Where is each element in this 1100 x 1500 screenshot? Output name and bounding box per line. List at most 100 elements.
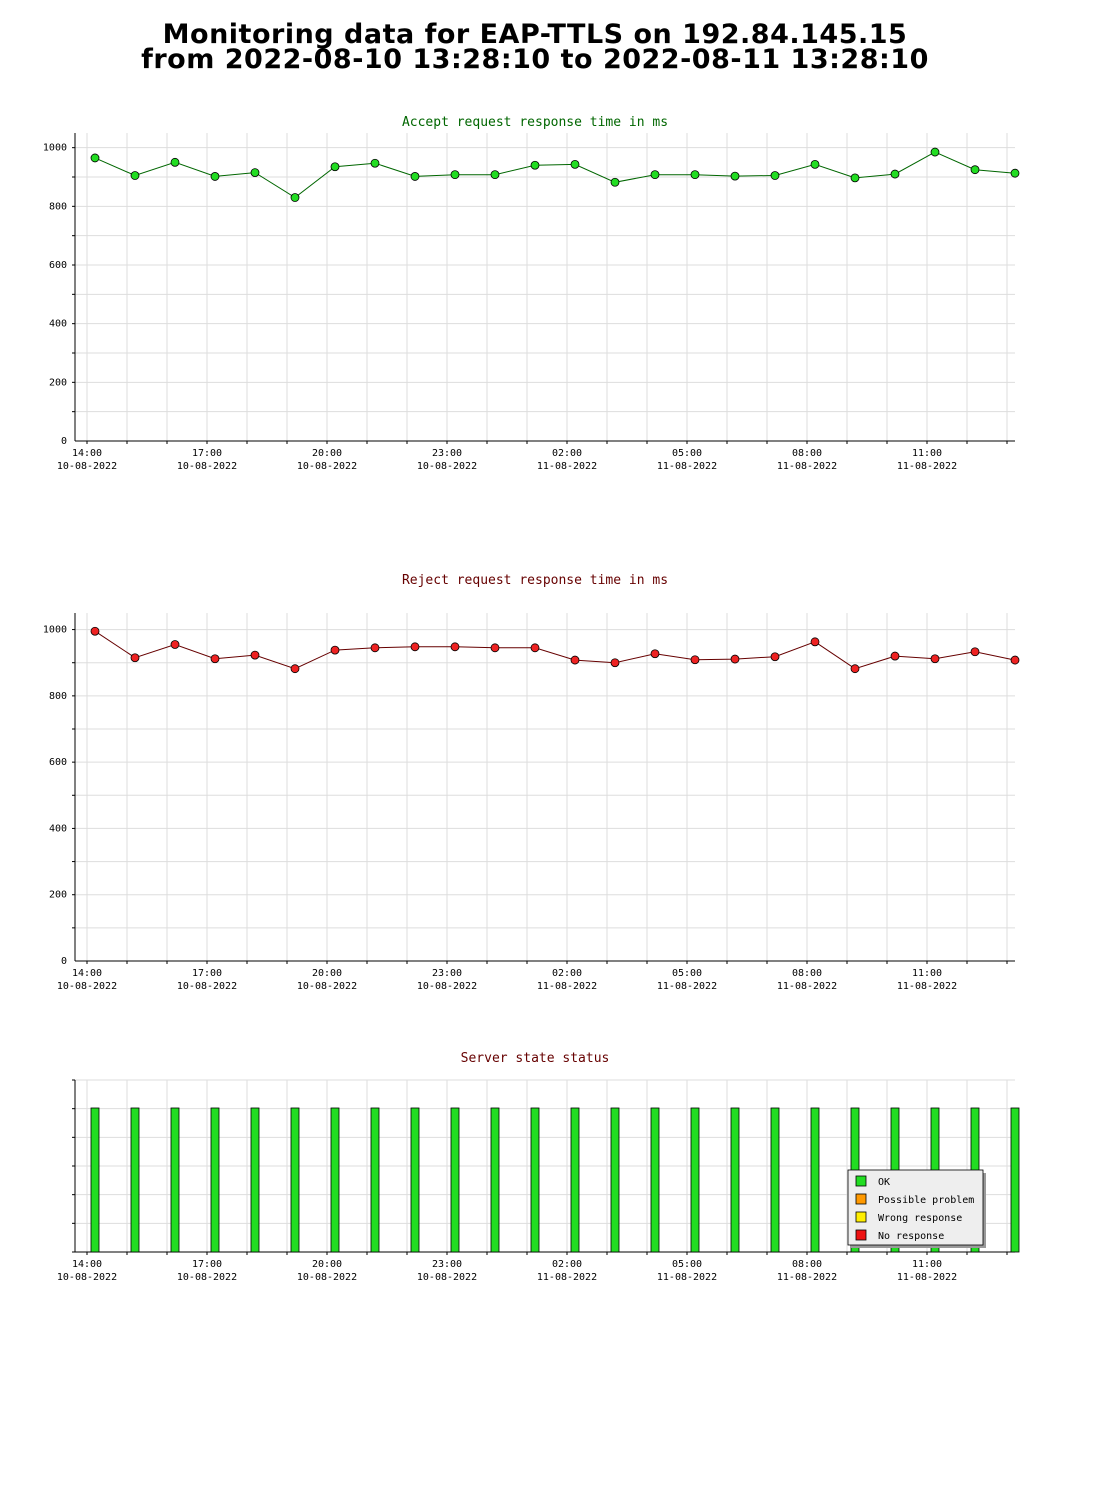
- chart-title: Reject request response time in ms: [402, 573, 668, 588]
- data-point: [610, 177, 620, 187]
- page-title: Monitoring data for EAP-TTLS on 192.84.1…: [0, 19, 1070, 75]
- legend-label: Wrong response: [878, 1213, 962, 1224]
- x-tick-label-date: 10-08-2022: [177, 981, 237, 992]
- status-bar: [610, 1107, 620, 1253]
- x-tick-label-time: 17:00: [192, 448, 222, 459]
- data-point: [410, 172, 420, 181]
- data-point: [370, 643, 380, 653]
- series-line: [94, 630, 1016, 670]
- status-bar: [210, 1107, 220, 1253]
- status-bar: [330, 1107, 340, 1253]
- data-point: [410, 642, 420, 652]
- status-bar: [690, 1107, 700, 1253]
- x-tick-label-date: 11-08-2022: [777, 981, 837, 992]
- y-tick-label: 1000: [43, 625, 67, 636]
- data-point: [490, 170, 500, 180]
- data-point: [690, 655, 700, 665]
- x-tick-label-time: 02:00: [552, 968, 582, 979]
- y-tick-label: 0: [61, 956, 67, 967]
- y-tick-label: 800: [49, 201, 67, 212]
- x-tick-label-time: 23:00: [432, 968, 462, 979]
- status-bar: [650, 1107, 660, 1253]
- x-tick-label-time: 11:00: [912, 448, 942, 459]
- data-point: [570, 655, 580, 665]
- y-tick-label: 400: [49, 823, 67, 834]
- x-tick-label-date: 11-08-2022: [777, 1272, 837, 1283]
- x-tick-label-time: 08:00: [792, 1259, 822, 1270]
- data-point: [90, 626, 100, 636]
- data-point: [250, 650, 260, 660]
- legend-label: No response: [878, 1231, 944, 1242]
- data-point: [330, 162, 340, 172]
- status-bar: [250, 1107, 260, 1253]
- x-tick-label-time: 14:00: [72, 1259, 102, 1270]
- legend-swatch: [855, 1175, 867, 1187]
- x-tick-label-date: 11-08-2022: [777, 461, 837, 472]
- status-bar: [1010, 1107, 1020, 1253]
- y-tick-label: 0: [61, 436, 67, 447]
- data-point: [970, 165, 980, 175]
- x-tick-label-date: 10-08-2022: [57, 1272, 117, 1283]
- x-tick-label-time: 08:00: [792, 968, 822, 979]
- data-point: [210, 654, 220, 664]
- legend-label: OK: [878, 1177, 890, 1188]
- status-bar: [730, 1107, 740, 1253]
- data-point: [810, 637, 820, 647]
- x-tick-label-date: 10-08-2022: [297, 461, 357, 472]
- x-tick-label-date: 10-08-2022: [417, 981, 477, 992]
- data-point: [450, 642, 460, 652]
- status-bar: [370, 1107, 380, 1253]
- x-tick-label-time: 14:00: [72, 968, 102, 979]
- title-line-2: from 2022-08-10 13:28:10 to 2022-08-11 1…: [141, 44, 929, 75]
- x-tick-label-time: 02:00: [552, 1259, 582, 1270]
- data-point: [130, 653, 140, 663]
- legend-box: [847, 1169, 984, 1246]
- data-point: [570, 159, 580, 169]
- x-tick-label-date: 10-08-2022: [297, 981, 357, 992]
- x-tick-label-date: 10-08-2022: [57, 981, 117, 992]
- status-bar: [90, 1107, 100, 1253]
- x-tick-label-time: 20:00: [312, 1259, 342, 1270]
- data-point: [930, 147, 940, 157]
- y-tick-label: 1000: [43, 143, 67, 154]
- data-point: [850, 173, 860, 183]
- x-tick-label-time: 20:00: [312, 968, 342, 979]
- x-tick-label-date: 11-08-2022: [657, 461, 717, 472]
- data-point: [530, 643, 540, 653]
- x-tick-label-date: 11-08-2022: [657, 981, 717, 992]
- x-tick-label-time: 02:00: [552, 448, 582, 459]
- x-tick-label-date: 10-08-2022: [417, 461, 477, 472]
- server-status-chart: Server state status 14:00 10-08-2022 17:00 1…: [57, 1051, 1020, 1283]
- x-tick-label-time: 23:00: [432, 1259, 462, 1270]
- x-tick-label-date: 10-08-2022: [297, 1272, 357, 1283]
- y-tick-label: 600: [49, 260, 67, 271]
- title-line-1: Monitoring data for EAP-TTLS on 192.84.1…: [162, 19, 908, 50]
- x-tick-label-date: 11-08-2022: [897, 1272, 957, 1283]
- x-tick-label-date: 11-08-2022: [897, 981, 957, 992]
- y-tick-label: 800: [49, 691, 67, 702]
- y-tick-label: 200: [49, 890, 67, 901]
- x-tick-label-time: 20:00: [312, 448, 342, 459]
- chart-title: Server state status: [461, 1051, 610, 1066]
- x-tick-label-date: 11-08-2022: [657, 1272, 717, 1283]
- x-tick-label-time: 17:00: [192, 968, 222, 979]
- legend-swatch: [855, 1211, 867, 1223]
- status-bar: [290, 1107, 300, 1253]
- x-tick-label-time: 11:00: [912, 1259, 942, 1270]
- data-point: [130, 171, 140, 180]
- data-point: [450, 170, 460, 180]
- x-tick-label-time: 17:00: [192, 1259, 222, 1270]
- data-point: [730, 654, 740, 664]
- status-bar: [570, 1107, 580, 1253]
- x-tick-label-date: 10-08-2022: [177, 461, 237, 472]
- data-point: [290, 193, 300, 202]
- data-point: [970, 647, 980, 657]
- data-point: [370, 158, 380, 168]
- data-point: [170, 157, 180, 167]
- x-tick-label-time: 08:00: [792, 448, 822, 459]
- x-tick-label-time: 11:00: [912, 968, 942, 979]
- status-bar: [530, 1107, 540, 1253]
- data-point: [650, 170, 660, 180]
- data-point: [530, 160, 540, 170]
- data-point: [930, 654, 940, 664]
